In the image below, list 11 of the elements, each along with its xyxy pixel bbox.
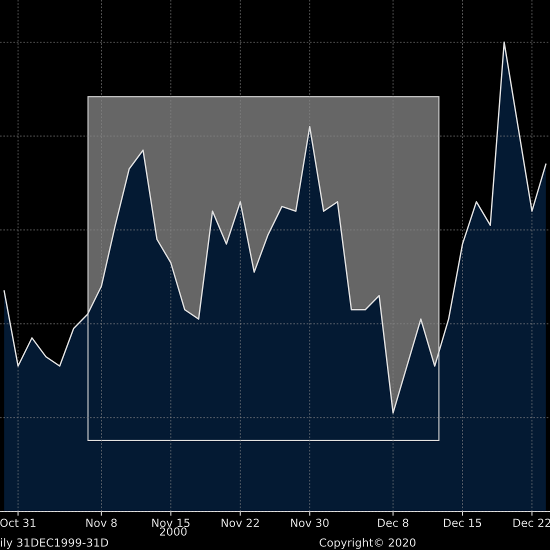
x-tick-label: Oct 31 [0, 518, 36, 528]
x-tick-label: Nov 30 [291, 518, 329, 528]
x-tick-label: Dec 22 [513, 518, 550, 528]
text: 2000 [160, 527, 187, 536]
x-tick-label: Nov 15 [152, 518, 190, 528]
x-tick-label: Dec 15 [444, 518, 482, 528]
x-tick-label: Nov 22 [222, 518, 259, 528]
text: ily 31DEC1999-31D [1, 538, 108, 549]
x-tick-label: Dec 8 [378, 518, 408, 528]
x-tick-label: Nov 8 [86, 518, 117, 528]
text: Copyright© 2020 [320, 538, 416, 549]
